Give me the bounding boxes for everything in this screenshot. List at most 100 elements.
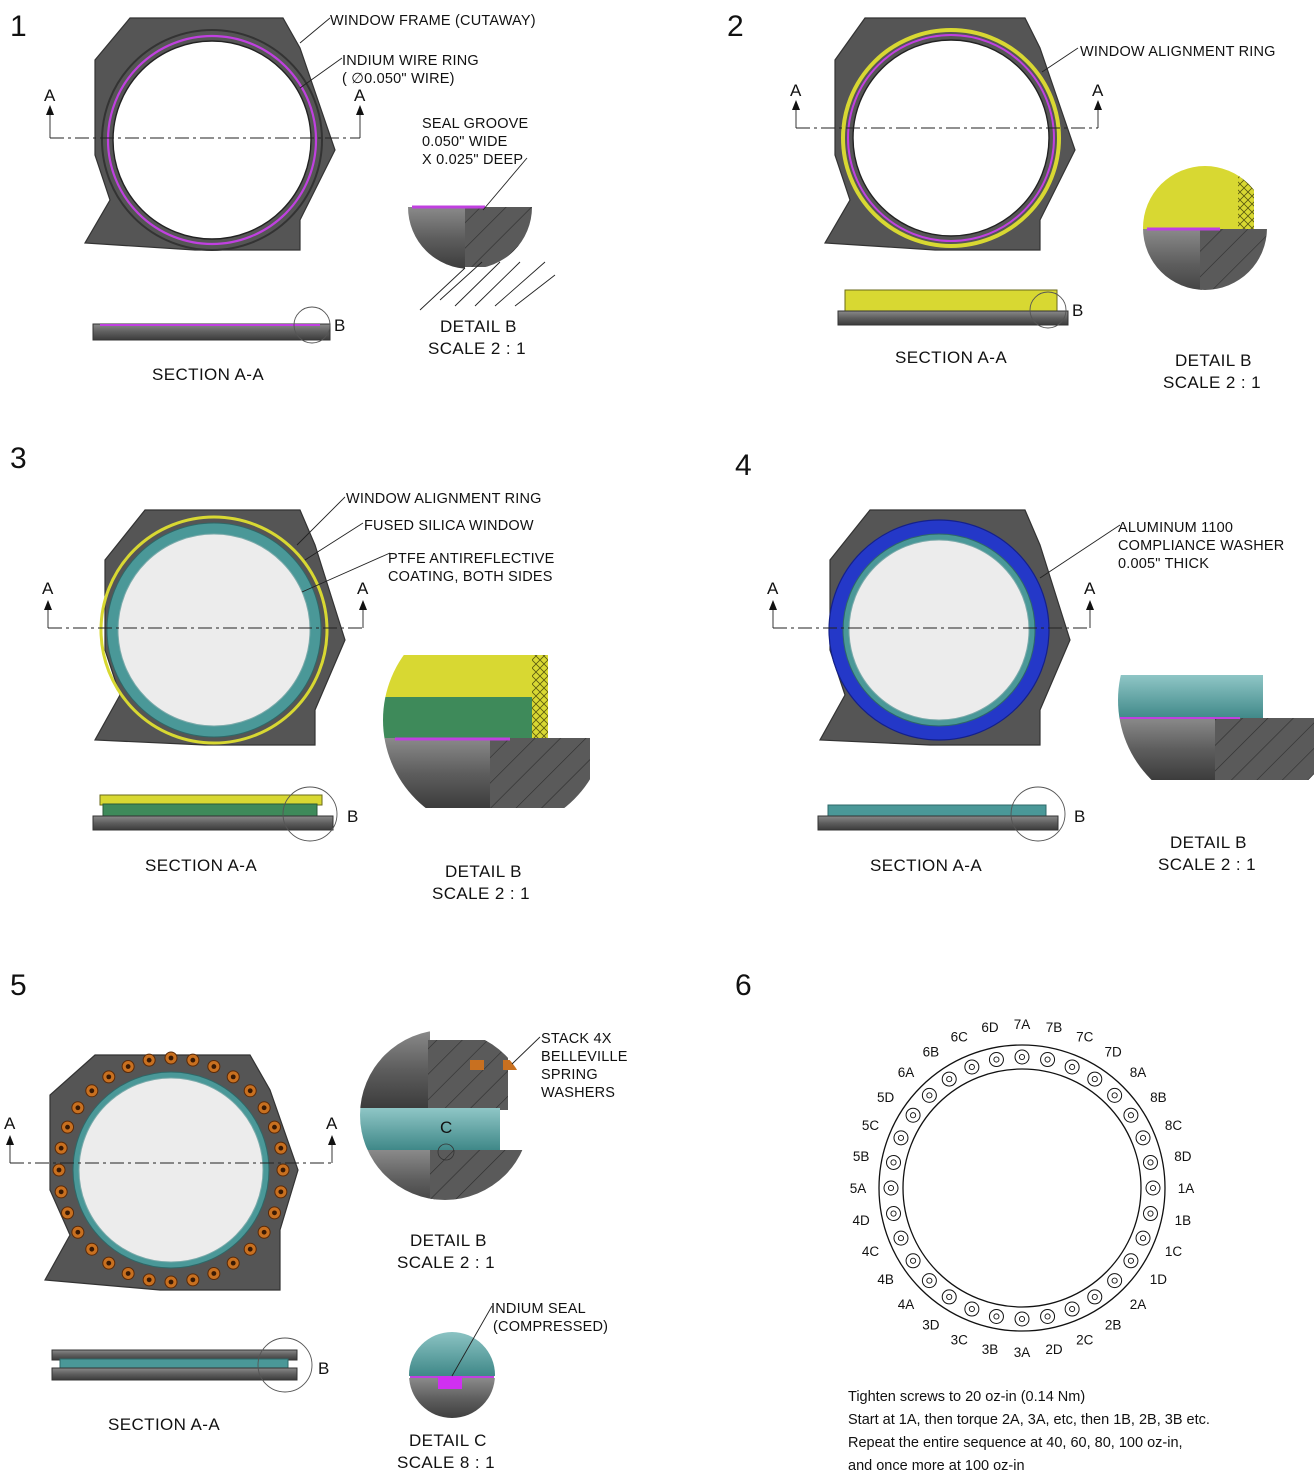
detail-b-1: [408, 157, 556, 311]
callout-alignment-ring: WINDOW ALIGNMENT RING: [346, 491, 542, 507]
section-line-5: A A: [4, 1114, 338, 1164]
callout-washer-thickness: 0.005" THICK: [1118, 556, 1209, 572]
bolt-label: 3A: [1014, 1345, 1031, 1360]
bolt-socket: [272, 1210, 277, 1216]
detail-c-marker: C: [440, 1118, 452, 1137]
bolt-socket: [89, 1246, 95, 1252]
bolt-hole-center: [910, 1257, 917, 1264]
bolt-label: 6D: [981, 1020, 999, 1035]
leader-line: [1041, 47, 1079, 73]
callout-indium-wire-ring: INDIUM WIRE RING: [342, 53, 479, 69]
bolt-hole-center: [1044, 1313, 1051, 1320]
bolt-hole-center: [1127, 1112, 1134, 1119]
callout-spring: SPRING: [541, 1067, 598, 1083]
bolt-label: 3C: [951, 1333, 969, 1348]
bolt-hole: [941, 1071, 957, 1087]
leader-line: [299, 17, 331, 44]
callout-indium-seal: INDIUM SEAL: [491, 1301, 586, 1317]
bolt-hole: [893, 1130, 909, 1146]
bolt-hole: [921, 1273, 937, 1289]
section-marker-a: A: [1092, 81, 1104, 100]
section-marker-a: A: [354, 86, 366, 105]
section-caption: SECTION A-A: [152, 365, 264, 384]
callout-wire-diameter: ( ∅0.050" WIRE): [342, 71, 455, 87]
bolt-socket: [190, 1057, 196, 1063]
bolt-label: 8D: [1174, 1149, 1192, 1164]
bolt-socket: [125, 1064, 131, 1069]
bolt-hole-center: [1139, 1235, 1147, 1242]
bolt-socket: [190, 1277, 196, 1283]
detail-b-3: [383, 655, 590, 808]
section-marker-a: A: [42, 579, 54, 598]
torque-note-line-1: Tighten screws to 20 oz-in (0.14 Nm): [848, 1389, 1085, 1405]
bolt-socket: [89, 1088, 95, 1094]
bolt-label: 2B: [1105, 1317, 1122, 1332]
callout-fused-silica-window: FUSED SILICA WINDOW: [364, 518, 534, 534]
callout-alignment-ring: WINDOW ALIGNMENT RING: [1080, 44, 1276, 60]
detail-scale: SCALE 2 : 1: [1158, 855, 1256, 874]
bolt-hole-center: [1091, 1076, 1098, 1083]
bolt-socket: [230, 1260, 236, 1266]
bolt-hole-center: [1069, 1063, 1076, 1071]
detail-b-2: [1143, 166, 1267, 290]
panel-number-2: 2: [727, 10, 744, 43]
bolt-label: 5A: [850, 1181, 867, 1196]
bolt-socket: [75, 1229, 81, 1235]
bolt-hole: [964, 1059, 980, 1075]
bolt-hole: [883, 1180, 899, 1196]
bolt-hole-center: [897, 1235, 905, 1242]
callout-compliance-washer: COMPLIANCE WASHER: [1118, 538, 1284, 554]
detail-scale: SCALE 2 : 1: [397, 1253, 495, 1272]
bolt-hole-center: [1018, 1053, 1026, 1061]
bolt-label: 5B: [853, 1149, 870, 1164]
bolt-socket: [272, 1124, 277, 1130]
bolt-label: 8A: [1130, 1065, 1147, 1080]
panel-number-1: 1: [10, 10, 27, 43]
bolt-label: 6C: [951, 1029, 969, 1044]
bolt-socket: [211, 1271, 217, 1276]
callout-seal-groove-depth: X 0.025" DEEP: [422, 152, 523, 168]
panel-1-frame-view: [83, 17, 336, 251]
bolt-hole: [1135, 1130, 1151, 1146]
panel-number-4: 4: [735, 449, 752, 482]
bolt-socket: [247, 1246, 253, 1252]
detail-marker-b: B: [334, 316, 345, 335]
bolt-label: 4A: [898, 1297, 915, 1312]
panel-number-5: 5: [10, 969, 27, 1002]
callout-belleville: BELLEVILLE: [541, 1049, 628, 1065]
section-view-4: B: [817, 786, 1085, 842]
section-marker-a: A: [326, 1114, 338, 1133]
section-marker-a: A: [357, 579, 369, 598]
detail-scale: SCALE 2 : 1: [428, 339, 526, 358]
section-marker-a: A: [44, 86, 56, 105]
bolt-hole: [988, 1308, 1004, 1324]
bolt-hole: [1142, 1154, 1158, 1170]
bolt-label: 7A: [1014, 1017, 1031, 1032]
section-line-3: A A: [42, 579, 369, 629]
bolt-hole-center: [890, 1210, 897, 1217]
detail-scale: SCALE 2 : 1: [1163, 373, 1261, 392]
panel-4-frame-view: [819, 509, 1071, 746]
leader-line: [511, 1036, 541, 1065]
section-marker-a: A: [1084, 579, 1096, 598]
bolt-label: 2C: [1076, 1333, 1094, 1348]
bolt-hole-center: [1044, 1056, 1051, 1063]
bolt-socket: [280, 1167, 286, 1173]
bolt-hole-center: [910, 1112, 917, 1119]
bolt-hole: [1064, 1301, 1080, 1317]
bolt-hole-center: [946, 1076, 953, 1083]
bolt-hole-center: [1147, 1210, 1154, 1217]
bolt-label: 2A: [1130, 1297, 1147, 1312]
detail-marker-b: B: [318, 1359, 329, 1378]
bolt-socket: [125, 1271, 131, 1276]
bolt-socket: [106, 1074, 112, 1080]
bolt-socket: [168, 1279, 174, 1285]
bolt-hole-center: [1139, 1134, 1147, 1141]
bolt-hole: [1064, 1059, 1080, 1075]
bolt-socket: [106, 1260, 112, 1266]
detail-b-4: [1118, 675, 1314, 780]
bolt-hole-center: [926, 1092, 933, 1099]
bolt-hole: [988, 1052, 1004, 1068]
section-line-1: A A: [44, 86, 366, 139]
